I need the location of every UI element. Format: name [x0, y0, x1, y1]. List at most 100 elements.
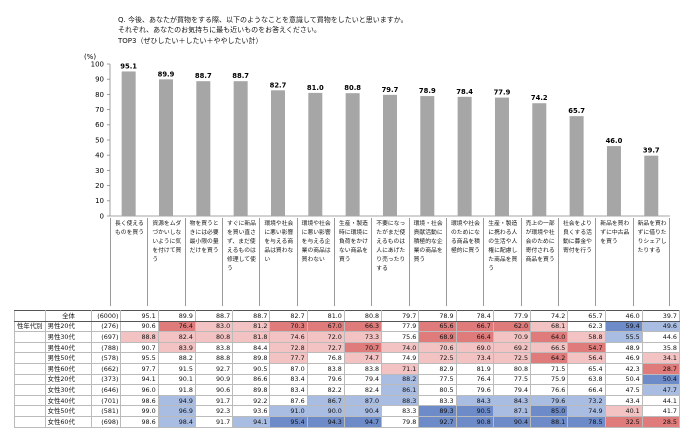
table-value-cell: 58.8	[567, 331, 606, 343]
table-value-cell: 70.6	[418, 341, 457, 354]
table-value-cell: 83.4	[269, 373, 308, 386]
bar-data-label: 80.8	[344, 84, 361, 92]
bar	[532, 103, 547, 216]
y-tick-label: 100	[91, 60, 104, 68]
table-value-cell: 74.0	[381, 341, 420, 354]
table-value-cell: 90.5	[232, 362, 271, 375]
bar-data-label: 79.7	[382, 86, 399, 94]
table-value-cell: 96.9	[157, 405, 196, 417]
group-cell: 性年代別	[14, 320, 46, 333]
table-value-cell: 90.5	[455, 405, 494, 417]
y-tick-label: 0	[100, 212, 104, 220]
table-value-cell: 63.8	[567, 373, 606, 386]
y-tick-label: 80	[95, 91, 104, 99]
table-value-cell: 88.2	[157, 352, 196, 364]
table-value-cell: 78.4	[455, 310, 494, 322]
table-value-cell: 79.6	[306, 373, 345, 386]
table-value-cell: 43.4	[604, 394, 643, 407]
row-sample-size: (578)	[91, 352, 122, 364]
row-sample-size: (662)	[91, 362, 122, 375]
table-value-cell: 74.9	[381, 352, 420, 364]
table-value-cell: 79.4	[492, 384, 532, 396]
table-value-cell: 44.6	[641, 331, 680, 343]
table-value-cell: 87.6	[269, 394, 308, 407]
table-value-cell: 79.6	[455, 384, 494, 396]
bar-data-label: 88.7	[232, 72, 249, 80]
table-value-cell: 76.6	[530, 384, 569, 396]
table-value-cell: 89.9	[157, 310, 196, 322]
y-tick-label: 60	[95, 121, 104, 129]
table-value-cell: 74.6	[269, 331, 308, 343]
table-value-cell: 77.9	[492, 310, 532, 322]
table-value-cell: 79.6	[530, 394, 569, 407]
bar-data-label: 78.9	[419, 87, 436, 95]
category-label: 新品を買わずに中古品を買う	[595, 218, 632, 306]
table-value-cell: 91.8	[157, 384, 196, 396]
table-value-cell: 84.3	[492, 394, 532, 407]
bar-data-label: 39.7	[643, 147, 660, 155]
bar-data-label: 46.0	[606, 137, 623, 145]
group-cell	[14, 331, 46, 343]
table-value-cell: 88.7	[232, 310, 271, 322]
crosstab-table: 全体 (6000) 95.1 89.9 88.7 88.7 82.7 81.0 80.8 79.7…	[14, 310, 680, 428]
table-value-cell: 92.7	[194, 362, 234, 375]
category-label: 環境や社会に悪い影響を与える商品は買わない	[259, 218, 296, 306]
table-value-cell: 49.6	[641, 320, 680, 333]
table-value-cell: 98.6	[120, 415, 159, 428]
table-value-cell: 82.4	[157, 331, 196, 343]
row-label: 全体	[44, 310, 93, 322]
table-value-cell: 91.0	[269, 405, 308, 417]
bar-data-label: 81.0	[307, 84, 324, 92]
table-value-cell: 81.0	[306, 310, 345, 322]
table-row: 女性50代 (581) 99.0 96.9 92.3 93.6 91.0 90.0 90.4 83…	[14, 405, 680, 417]
table-value-cell: 67.0	[306, 320, 345, 333]
table-value-cell: 87.1	[492, 405, 532, 417]
bar-data-label: 82.7	[270, 81, 287, 89]
table-value-cell: 94.9	[157, 394, 196, 407]
table-value-cell: 90.4	[343, 405, 383, 417]
table-value-cell: 80.8	[492, 362, 532, 375]
row-sample-size: (646)	[91, 384, 122, 396]
table-value-cell: 94.3	[306, 415, 345, 428]
table-value-cell: 83.3	[381, 405, 420, 417]
y-tick-label: 70	[95, 106, 104, 114]
table-value-cell: 64.0	[530, 331, 569, 343]
table-value-cell: 95.5	[120, 352, 159, 364]
table-value-cell: 76.4	[455, 373, 494, 386]
table-value-cell: 77.7	[269, 352, 308, 364]
y-tick-label: 90	[95, 76, 104, 84]
table-value-cell: 81.8	[232, 331, 271, 343]
group-cell	[14, 373, 46, 386]
group-cell	[14, 310, 46, 322]
table-value-cell: 62.0	[492, 320, 532, 333]
table-value-cell: 72.8	[269, 341, 308, 354]
bar-data-label: 74.2	[531, 94, 548, 102]
bar	[196, 81, 211, 217]
row-label: 女性60代	[44, 415, 93, 428]
table-row: 全体 (6000) 95.1 89.9 88.7 88.7 82.7 81.0 80.8 79.7…	[14, 310, 680, 322]
table-value-cell: 88.3	[381, 394, 420, 407]
table-value-cell: 74.9	[567, 405, 606, 417]
table-value-cell: 71.1	[381, 362, 420, 375]
table-value-cell: 79.8	[381, 415, 420, 428]
table-value-cell: 77.5	[492, 373, 532, 386]
table-value-cell: 66.7	[455, 320, 494, 333]
table-value-cell: 66.5	[530, 341, 569, 354]
category-labels: 長く使えるものを買う 資源をムダづかいしないように気を付けて買う 物を買うときには必…	[110, 218, 670, 306]
bar	[644, 155, 659, 216]
table-value-cell: 74.7	[343, 352, 383, 364]
table-value-cell: 76.8	[306, 352, 345, 364]
table-value-cell: 78.9	[418, 310, 457, 322]
table-value-cell: 77.9	[381, 320, 420, 333]
category-label: すぐに新品を買い直さず、まだ使えるものは修理して使う	[221, 218, 259, 306]
question-line-1: Q. 今後、あなたが買物をする際、以下のようなことを意識して買物をしたいと思いま…	[118, 16, 408, 24]
row-label: 男性50代	[44, 352, 93, 364]
table-value-cell: 87.0	[269, 362, 308, 375]
table-value-cell: 83.0	[194, 320, 234, 333]
table-value-cell: 35.8	[641, 341, 680, 354]
table-value-cell: 78.5	[567, 415, 606, 428]
table-value-cell: 66.3	[343, 320, 383, 333]
table-value-cell: 85.0	[530, 405, 569, 417]
table-value-cell: 90.8	[455, 415, 494, 428]
table-value-cell: 86.7	[306, 394, 345, 407]
